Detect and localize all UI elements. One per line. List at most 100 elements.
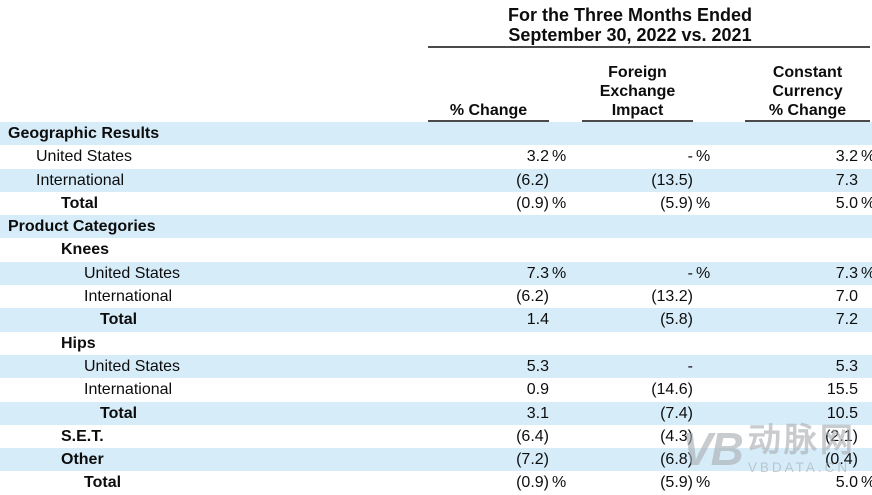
table-row: International (6.2) (13.2) 7.0: [0, 285, 872, 308]
row-label: Total: [100, 404, 138, 422]
table-row: Geographic Results: [0, 122, 872, 146]
cell-foreign-exchange-impact: (6.8): [520, 448, 721, 471]
value-foreign-exchange-impact: (13.5): [651, 171, 693, 189]
table-body: Geographic Results United States 3.2% -%…: [0, 122, 872, 495]
cell-foreign-exchange-impact: (14.6): [520, 378, 721, 401]
cell-constant-currency-pct-change: (2.1): [690, 425, 872, 448]
cell-pct-change: 1.4: [380, 308, 573, 331]
cell-pct-change: 5.3: [380, 355, 573, 378]
table-row: Total 1.4 (5.8) 7.2: [0, 308, 872, 332]
value-pct-change: 0.9: [526, 381, 549, 399]
value-foreign-exchange-impact: (5.9): [660, 194, 693, 212]
suffix-pct-change: %: [552, 264, 567, 282]
cell-constant-currency-pct-change: (0.4): [690, 448, 872, 471]
value-constant-currency-pct-change: 5.3: [835, 357, 858, 375]
suffix-foreign-exchange-impact: %: [696, 194, 711, 212]
cell-foreign-exchange-impact: (7.4): [520, 402, 721, 425]
table-row: Total (0.9)% (5.9)% 5.0%: [0, 471, 872, 494]
suffix-pct-change: %: [552, 194, 567, 212]
table-row: Total 3.1 (7.4) 10.5: [0, 401, 872, 425]
row-label: Total: [100, 311, 138, 329]
cell-constant-currency-pct-change: 5.3: [690, 355, 872, 378]
cell-pct-change: (6.4): [380, 425, 573, 448]
cell-pct-change: 0.9: [380, 378, 573, 401]
cell-foreign-exchange-impact: -%: [520, 145, 721, 168]
value-foreign-exchange-impact: (13.2): [651, 288, 693, 306]
cell-foreign-exchange-impact: -%: [520, 262, 721, 285]
value-constant-currency-pct-change: 7.0: [835, 288, 858, 306]
value-foreign-exchange-impact: (4.3): [660, 427, 693, 445]
suffix-constant-currency-pct-change: [858, 308, 872, 331]
value-pct-change: 5.3: [526, 357, 549, 375]
cell-foreign-exchange-impact: (13.5): [520, 169, 721, 192]
row-label: Product Categories: [8, 218, 156, 236]
cell-constant-currency-pct-change: 5.0%: [690, 471, 872, 494]
table-row: United States 3.2% -% 3.2%: [0, 145, 872, 168]
cell-pct-change: (6.2): [380, 169, 573, 192]
cell-constant-currency-pct-change: 3.2%: [690, 145, 872, 168]
table-row: Product Categories: [0, 215, 872, 239]
table-row: United States 5.3 - 5.3: [0, 354, 872, 379]
value-constant-currency-pct-change: 7.3: [835, 264, 858, 282]
value-foreign-exchange-impact: (5.8): [660, 311, 693, 329]
suffix-constant-currency-pct-change: %: [858, 471, 872, 494]
row-label: Knees: [61, 241, 110, 259]
suffix-constant-currency-pct-change: %: [858, 262, 872, 285]
cell-constant-currency-pct-change: 7.3%: [690, 262, 872, 285]
suffix-constant-currency-pct-change: [858, 425, 872, 448]
suffix-constant-currency-pct-change: [858, 285, 872, 308]
suffix-constant-currency-pct-change: [858, 355, 872, 378]
value-pct-change: 3.1: [526, 404, 549, 422]
column-header-foreign-exchange-impact: Foreign Exchange Impact: [582, 52, 693, 122]
suffix-pct-change: %: [552, 148, 567, 166]
row-label: International: [84, 381, 173, 399]
value-foreign-exchange-impact: (6.8): [660, 451, 693, 469]
cell-pct-change: (6.2): [380, 285, 573, 308]
cell-foreign-exchange-impact: -: [520, 355, 721, 378]
cell-constant-currency-pct-change: 15.5: [690, 378, 872, 401]
suffix-constant-currency-pct-change: [858, 378, 872, 401]
row-label: Total: [84, 474, 122, 492]
value-pct-change: 7.3: [526, 264, 549, 282]
value-foreign-exchange-impact: (14.6): [651, 381, 693, 399]
row-label: International: [36, 171, 125, 189]
cell-foreign-exchange-impact: (5.9)%: [520, 192, 721, 215]
value-constant-currency-pct-change: (0.4): [825, 451, 858, 469]
cell-constant-currency-pct-change: 7.0: [690, 285, 872, 308]
cell-constant-currency-pct-change: 7.2: [690, 308, 872, 331]
suffix-constant-currency-pct-change: [858, 169, 872, 192]
title-line-2: September 30, 2022 vs. 2021: [508, 25, 752, 45]
cell-constant-currency-pct-change: 5.0%: [690, 192, 872, 215]
table-row: United States 7.3% -% 7.3%: [0, 261, 872, 286]
cell-foreign-exchange-impact: (5.8): [520, 308, 721, 331]
value-pct-change: 3.2: [526, 148, 549, 166]
cell-pct-change: (0.9)%: [380, 192, 573, 215]
value-constant-currency-pct-change: 5.0: [835, 474, 858, 492]
table-row: International 0.9 (14.6) 15.5: [0, 378, 872, 401]
row-label: Total: [61, 194, 99, 212]
value-pct-change: 1.4: [526, 311, 549, 329]
cell-pct-change: (7.2): [380, 448, 573, 471]
cell-constant-currency-pct-change: 7.3: [690, 169, 872, 192]
value-pct-change: (0.9): [516, 474, 549, 492]
row-label: Geographic Results: [8, 125, 160, 142]
suffix-pct-change: %: [552, 474, 567, 492]
row-label: United States: [36, 148, 133, 166]
cell-foreign-exchange-impact: (13.2): [520, 285, 721, 308]
column-header-constant-currency-pct-change: Constant Currency % Change: [745, 52, 870, 122]
cell-pct-change: 3.2%: [380, 145, 573, 168]
value-foreign-exchange-impact: (5.9): [660, 474, 693, 492]
suffix-constant-currency-pct-change: [858, 448, 872, 471]
row-label: S.E.T.: [61, 427, 104, 445]
cell-foreign-exchange-impact: (4.3): [520, 425, 721, 448]
value-pct-change: (6.4): [516, 427, 549, 445]
cell-pct-change: 3.1: [380, 402, 573, 425]
value-constant-currency-pct-change: 15.5: [826, 381, 858, 399]
cell-pct-change: (0.9)%: [380, 471, 573, 494]
suffix-foreign-exchange-impact: %: [696, 148, 711, 166]
cell-pct-change: 7.3%: [380, 262, 573, 285]
cell-foreign-exchange-impact: (5.9)%: [520, 471, 721, 494]
value-constant-currency-pct-change: 7.3: [835, 171, 858, 189]
table-title: For the Three Months Ended September 30, …: [400, 5, 860, 45]
